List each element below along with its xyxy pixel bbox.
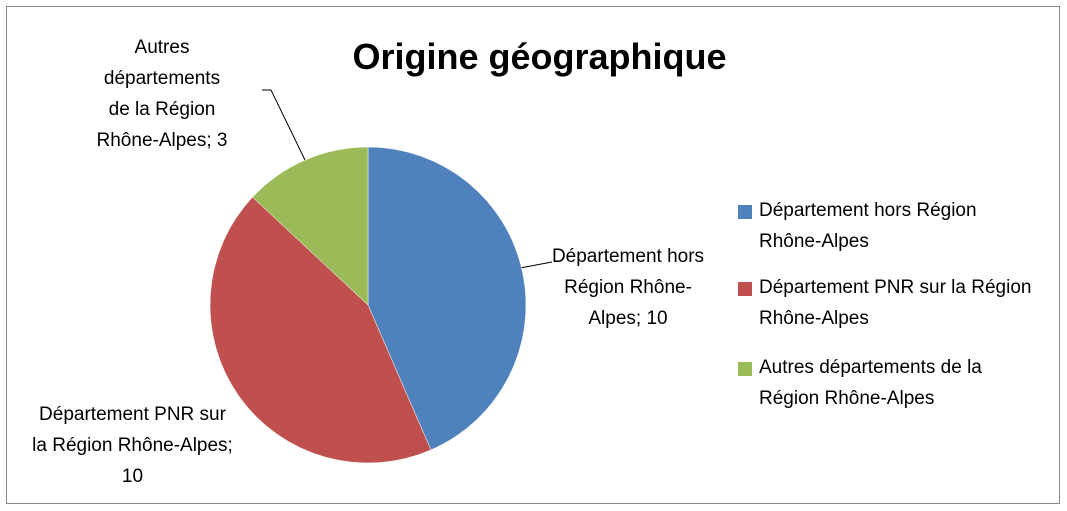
chart-border bbox=[6, 6, 1060, 504]
legend-label: Autres départements de la Région Rhône-A… bbox=[759, 357, 982, 409]
pie-slice bbox=[209, 196, 432, 464]
leader-line bbox=[519, 261, 553, 269]
legend-swatch bbox=[738, 282, 752, 296]
legend-label: Département hors Région Rhône-Alpes bbox=[759, 200, 977, 252]
legend-label: Département PNR sur la Région Rhône-Alpe… bbox=[759, 277, 1032, 329]
leader-line bbox=[262, 89, 306, 161]
data-label: Département PNR sur la Région Rhône-Alpe… bbox=[32, 404, 233, 487]
data-label: Département hors Région Rhône-Alpes; 10 bbox=[551, 246, 705, 329]
pie-slice bbox=[367, 146, 527, 451]
chart-title: Origine géographique bbox=[352, 36, 727, 77]
pie-slice bbox=[252, 146, 369, 306]
data-label: Autres départements de la Région Rhône-A… bbox=[96, 37, 228, 151]
legend-swatch bbox=[738, 362, 752, 376]
legend-swatch bbox=[738, 205, 752, 219]
